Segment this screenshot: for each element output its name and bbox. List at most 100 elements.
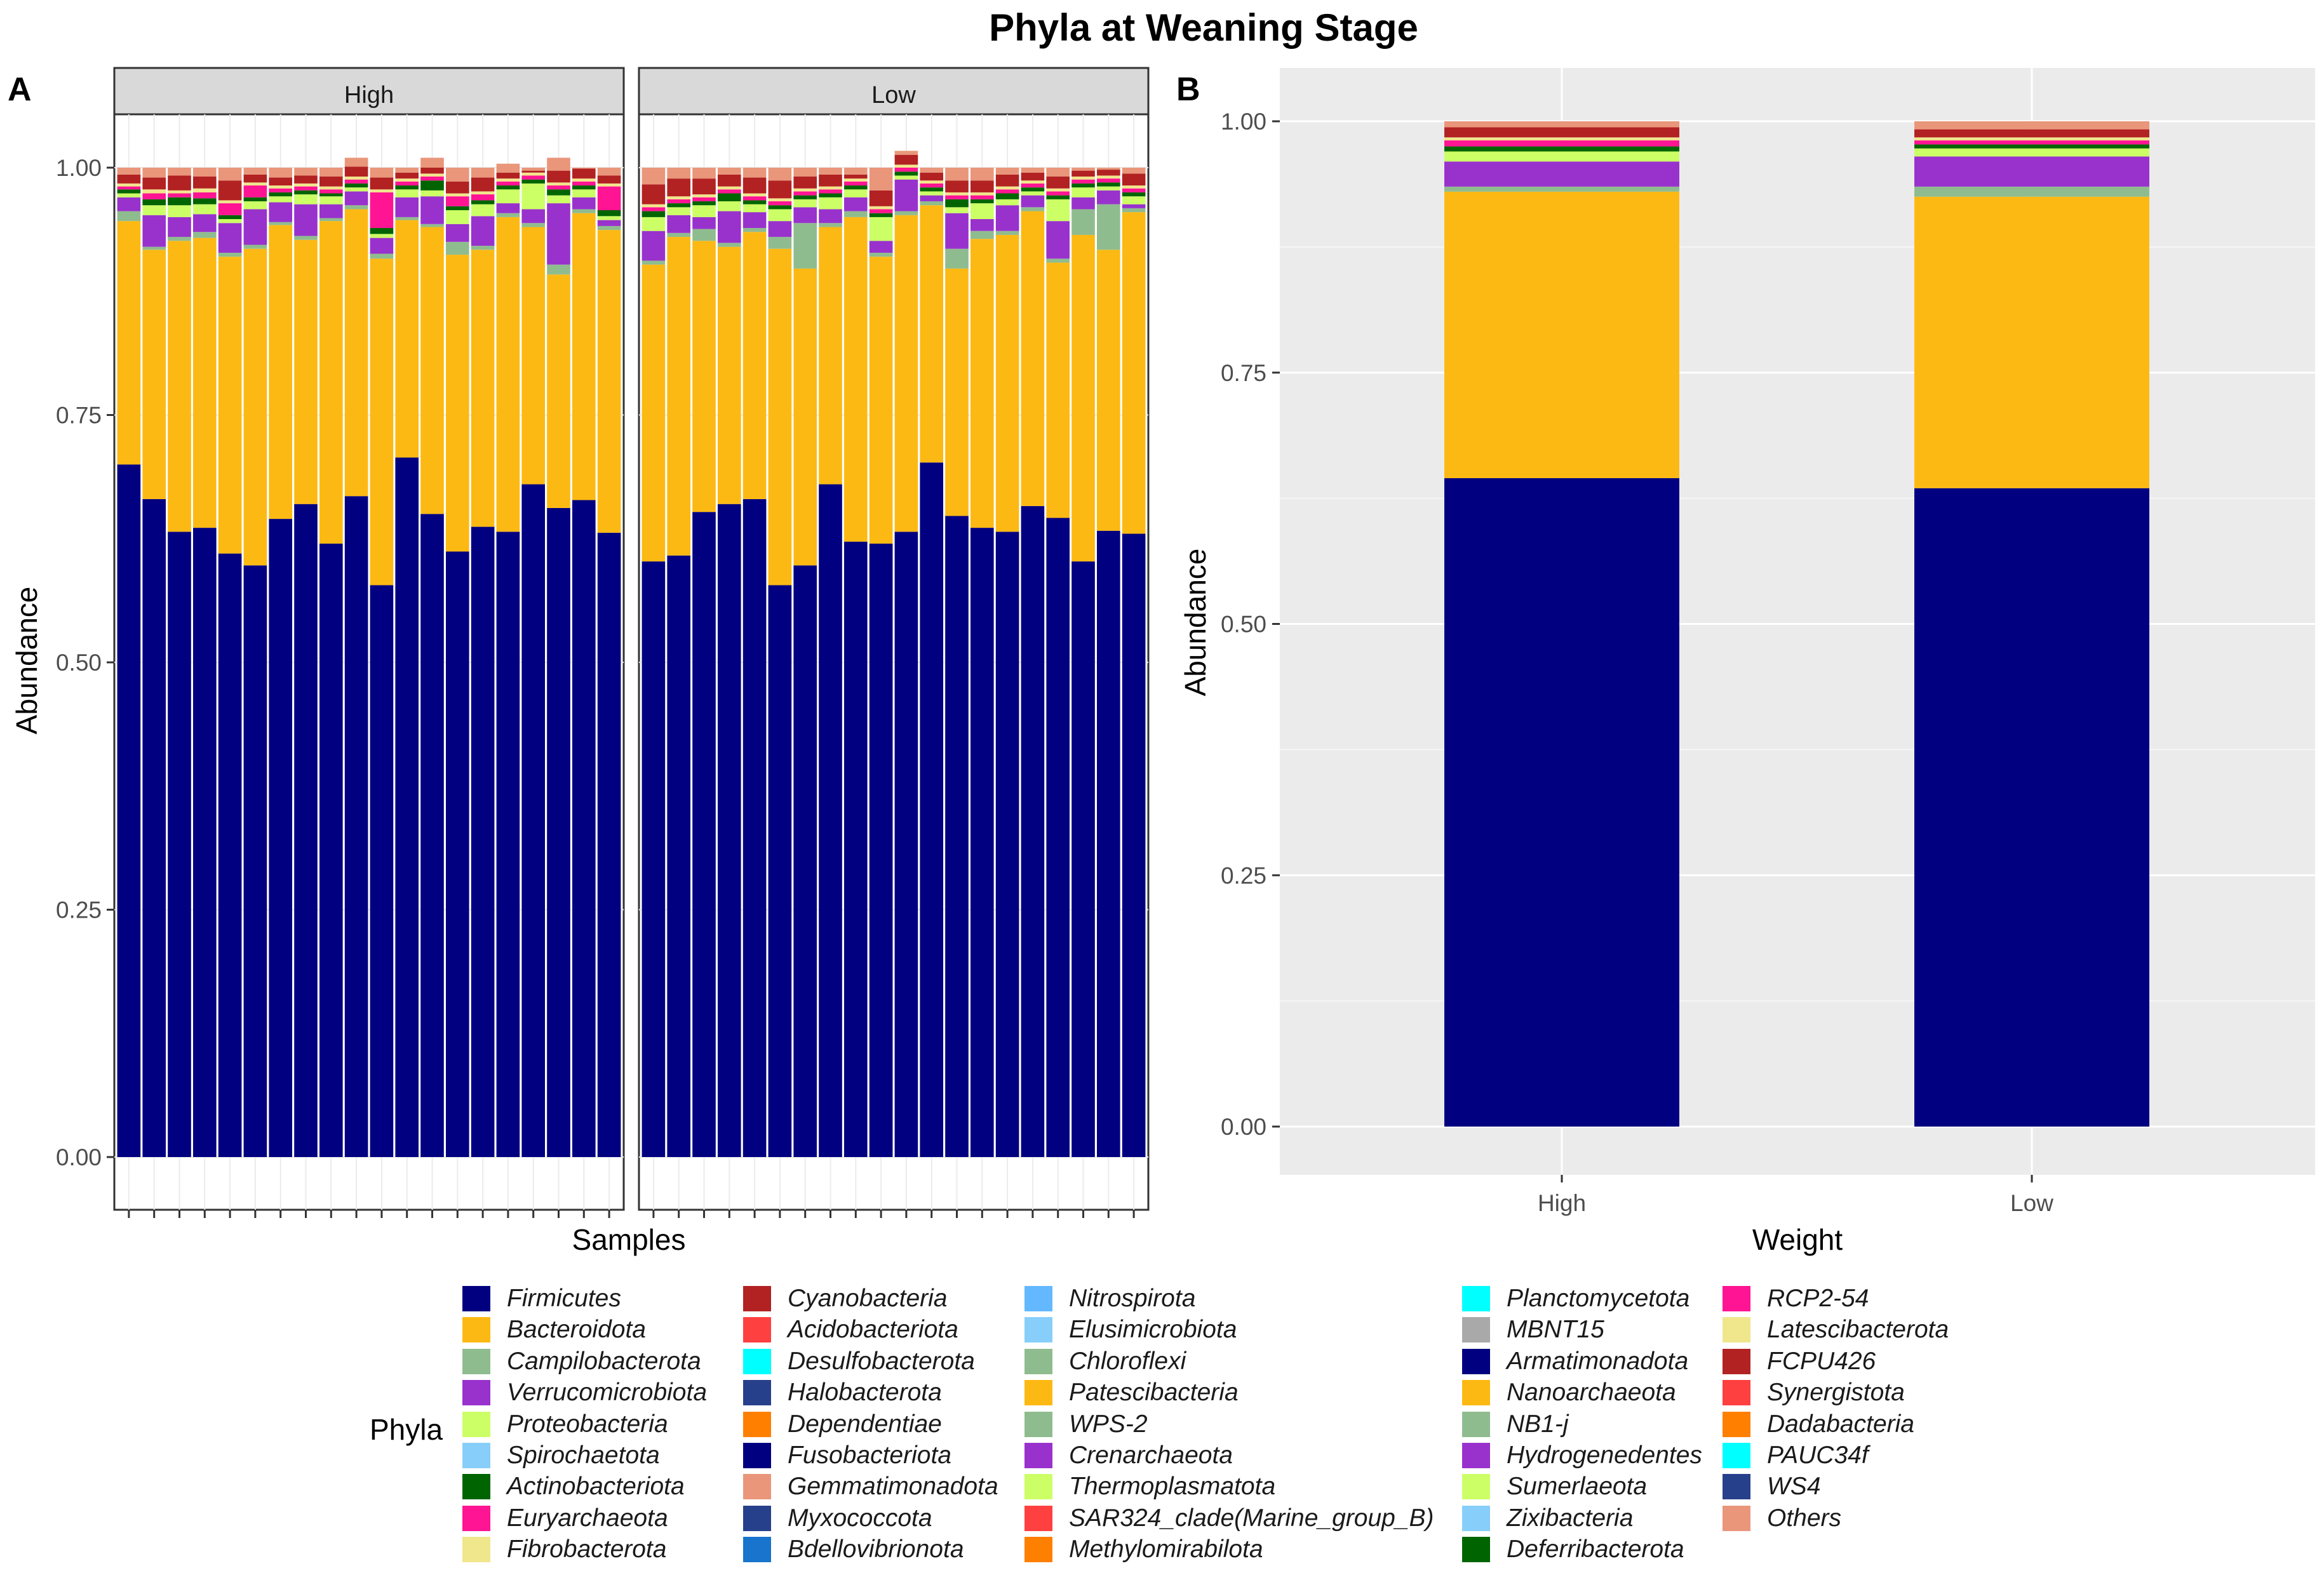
bar-high-13-cyanobacteria (420, 168, 444, 174)
legend-label-pauc34f: PAUC34f (1767, 1442, 1869, 1469)
bar-low-9-fibrobacterota (843, 178, 868, 182)
bar-high-10-euryarchaeota (344, 179, 368, 184)
bar-low-18-fibrobacterota (1071, 177, 1095, 180)
bar-low-2-actinobacteriota (667, 203, 691, 208)
bar-high-19-firmicutes (572, 500, 596, 1157)
bar-low-18-campilobacterota (1071, 209, 1095, 235)
bar-low-15-proteobacteria (995, 199, 1019, 206)
bar-low-7-campilobacterota (793, 223, 817, 269)
legend-swatch-pauc34f (1723, 1443, 1750, 1468)
bar-low-20-actinobacteriota (1122, 192, 1146, 197)
bar-low-17-others (1046, 168, 1070, 177)
bar-high-19-fibrobacterota (572, 178, 596, 182)
bar-high-18-cyanobacteria (547, 170, 570, 183)
bar-high-8-others (294, 168, 318, 176)
legend-label-myxococcota: Myxococcota (788, 1504, 932, 1532)
bar-low-20-bacteroidota (1122, 212, 1146, 534)
bar-high-12-fibrobacterota (395, 178, 419, 182)
bar-high-6-campilobacterota (243, 244, 267, 249)
bar-low-3-cyanobacteria (692, 178, 716, 195)
bar-low-6-others (768, 168, 792, 181)
bar-low-1-verrucomicrobiota (641, 231, 666, 261)
bar-low-11-others (894, 151, 918, 155)
bar-low-5-euryarchaeota (742, 196, 767, 201)
bar-high-4-actinobacteriota (192, 198, 217, 204)
bar-high-14-campilobacterota (445, 241, 469, 255)
bar-high-10-fibrobacterota (344, 177, 368, 180)
legend-label-proteobacteria: Proteobacteria (507, 1410, 668, 1438)
legend-label-fibrobacterota: Fibrobacterota (507, 1536, 667, 1563)
bar-high-4-others (192, 168, 217, 177)
x-tick-label-b-high: High (1538, 1190, 1586, 1216)
bar-low-9-firmicutes (843, 541, 868, 1157)
bar-high-11-fibrobacterota (370, 189, 394, 192)
legend-swatch-fusobacteriota (743, 1443, 771, 1468)
bar-high-1-verrucomicrobiota (117, 197, 141, 211)
bar-low-10-euryarchaeota (869, 209, 893, 213)
facet-low: Low (638, 67, 1150, 1218)
bar-low-3-euryarchaeota (692, 197, 716, 201)
legend-swatch-bacteroidota (462, 1317, 490, 1343)
bar-low-5-cyanobacteria (742, 177, 767, 194)
bar-low-18-others (1071, 168, 1095, 171)
bar-high-4-proteobacteria (192, 204, 217, 215)
bar-low-7-actinobacteriota (793, 195, 817, 199)
y-tick-label-b-1: 0.25 (1221, 862, 1266, 888)
bar-high-14-actinobacteriota (445, 206, 469, 210)
bar-low-12-firmicutes (920, 462, 944, 1158)
bar-low-5-bacteroidota (742, 232, 767, 499)
bar-low-19-campilobacterota (1096, 204, 1120, 250)
bar-low-14-euryarchaeota (970, 195, 994, 199)
bar-low-9-proteobacteria (843, 189, 868, 198)
bar-low-16-fibrobacterota (1021, 180, 1045, 184)
bar-high-19-others (572, 168, 596, 169)
bar-low-5-actinobacteriota (742, 200, 767, 204)
bar-high-12-verrucomicrobiota (395, 197, 419, 217)
bar-high-20-bacteroidota (597, 230, 621, 533)
bar-low-12-others (920, 168, 944, 173)
bar-high-12-firmicutes (395, 457, 419, 1157)
bar-low-19-actinobacteriota (1096, 182, 1120, 187)
bar-high-2-proteobacteria (142, 205, 166, 215)
legend-swatch-nb1-j (1462, 1411, 1490, 1437)
bar-high-13-firmicutes (420, 514, 444, 1157)
bar-high-14-cyanobacteria (445, 181, 469, 194)
bar-low-14-proteobacteria (970, 203, 994, 220)
bar-high-14-verrucomicrobiota (445, 224, 469, 242)
legend-swatch-synergistota (1723, 1380, 1750, 1406)
facet-strip-high (113, 67, 625, 116)
bar-high-8-euryarchaeota (294, 186, 318, 191)
bar-high-1-firmicutes (117, 464, 141, 1157)
legend-label-rcp2-54: RCP2-54 (1767, 1285, 1869, 1312)
bar-low-9-bacteroidota (843, 217, 868, 542)
bar-low-7-bacteroidota (793, 268, 817, 566)
bar-low-13-fibrobacterota (945, 192, 969, 196)
bar-low-10-firmicutes (869, 544, 893, 1157)
bar-low-3-others (692, 168, 716, 179)
bar-low-3-fibrobacterota (692, 194, 716, 198)
legend-swatch-firmicutes (462, 1286, 490, 1311)
bar-low-11-actinobacteriota (894, 171, 918, 176)
bar-high-16-cyanobacteria (496, 172, 520, 179)
bar-high-15-fibrobacterota (471, 191, 495, 195)
legend-swatch-thermoplasmatota (1024, 1474, 1052, 1500)
bar-high-16-bacteroidota (496, 217, 520, 532)
bar-low-15-actinobacteriota (995, 193, 1019, 199)
bar-high-3-actinobacteriota (168, 197, 191, 206)
legend-label-actinobacteriota: Actinobacteriota (507, 1473, 685, 1501)
bar-low-15-firmicutes (995, 532, 1019, 1157)
bar-high-14-proteobacteria (445, 210, 469, 224)
bar-high-5-bacteroidota (218, 257, 242, 554)
bar-high-13-bacteroidota (420, 227, 444, 514)
legend-swatch-gemmatimonadota (743, 1474, 771, 1500)
bar-b-high-firmicutes (1444, 478, 1679, 1127)
bar-low-17-proteobacteria (1046, 199, 1070, 222)
bar-b-low-fibrobacterota (1914, 137, 2149, 141)
legend-swatch-methylomirabilota (1024, 1537, 1052, 1563)
bar-high-17-euryarchaeota (521, 175, 546, 180)
bar-high-6-euryarchaeota (243, 185, 267, 198)
bar-low-10-proteobacteria (869, 217, 893, 241)
bar-high-12-proteobacteria (395, 189, 419, 198)
bar-high-18-others (547, 157, 570, 171)
bar-low-4-others (717, 168, 741, 175)
